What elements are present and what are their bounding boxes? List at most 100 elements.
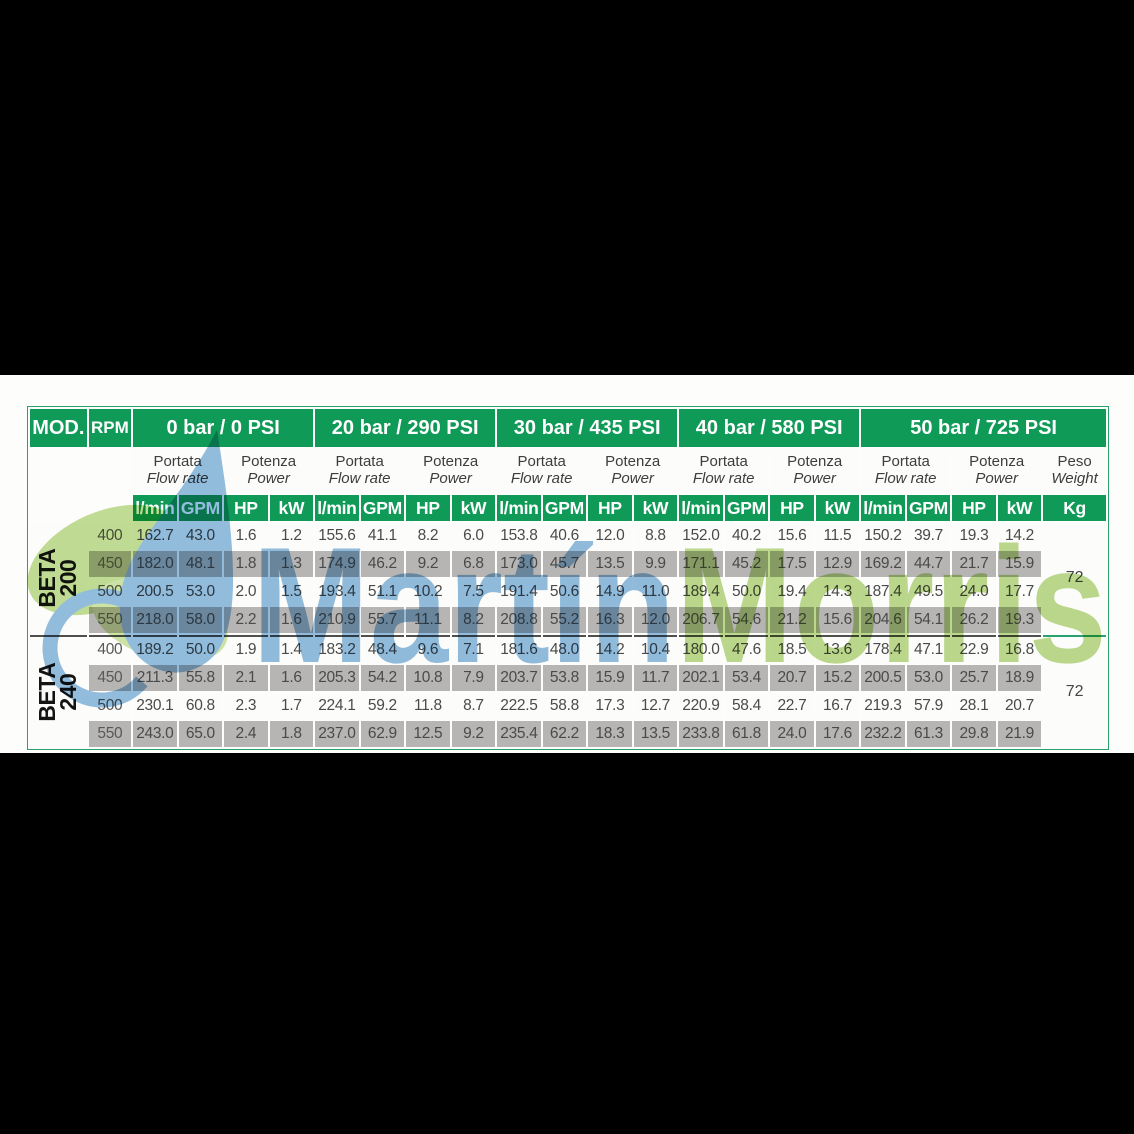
value-cell: 235.4: [497, 721, 541, 747]
value-cell: 10.2: [406, 579, 450, 605]
value-cell: 15.6: [770, 523, 814, 549]
value-cell: 7.5: [451, 579, 496, 605]
rpm-cell: 400: [88, 523, 132, 549]
value-cell: 13.6: [815, 635, 860, 663]
value-cell: 1.4: [269, 635, 314, 663]
table-row: BETA 240 400 189.2 50.0 1.9 1.4 183.2 48.4 9.6 7.1…: [30, 635, 1106, 747]
value-cell: 224.1: [315, 693, 359, 719]
unit-header-cell: kW: [997, 495, 1042, 521]
label-header-row: Portata Flow rate Potenza Power Portata Flo…: [30, 449, 1106, 493]
value-cell: 1.6: [269, 607, 314, 633]
value-cell: 208.8: [497, 607, 541, 633]
value-cell: 17.3: [588, 693, 632, 719]
power-label-20bar: Potenza Power: [406, 449, 496, 493]
unit-header-cell: kW: [451, 495, 496, 521]
table-row: 500 200.5 53.0 2.0 1.5 193.4 51.1 10.2 7.5 191.4 5…: [30, 579, 1106, 605]
value-cell: 58.4: [724, 693, 769, 719]
value-cell: 8.7: [451, 693, 496, 719]
value-cell: 2.4: [224, 721, 268, 747]
table-row: 500 230.1 60.8 2.3 1.7 224.1 59.2 11.8 8.7 222.5 5…: [30, 693, 1106, 719]
pressure-header-0bar: 0 bar / 0 PSI: [133, 409, 314, 447]
value-cell: 206.7: [679, 607, 723, 633]
value-cell: 178.4: [861, 635, 905, 663]
value-cell: 14.3: [815, 579, 860, 605]
value-cell: 19.4: [770, 579, 814, 605]
flow-label-50bar: Portata Flow rate: [861, 449, 951, 493]
value-cell: 2.0: [224, 579, 268, 605]
value-cell: 19.3: [952, 523, 996, 549]
value-cell: 58.0: [178, 607, 223, 633]
value-cell: 222.5: [497, 693, 541, 719]
value-cell: 53.0: [906, 665, 951, 691]
value-cell: 16.7: [815, 693, 860, 719]
unit-header-cell: GPM: [360, 495, 405, 521]
value-cell: 25.7: [952, 665, 996, 691]
value-cell: 6.0: [451, 523, 496, 549]
rpm-cell: 550: [88, 607, 132, 633]
value-cell: 55.2: [542, 607, 587, 633]
value-cell: 218.0: [133, 607, 177, 633]
value-cell: 15.9: [588, 665, 632, 691]
value-cell: 2.3: [224, 693, 268, 719]
model-label: BETA 240: [30, 635, 87, 747]
value-cell: 50.0: [178, 635, 223, 663]
value-cell: 47.1: [906, 635, 951, 663]
value-cell: 233.8: [679, 721, 723, 747]
unit-header-cell: kW: [633, 495, 678, 521]
unit-header-cell: l/min: [679, 495, 723, 521]
value-cell: 17.5: [770, 551, 814, 577]
value-cell: 58.8: [542, 693, 587, 719]
value-cell: 171.1: [679, 551, 723, 577]
mod-header: MOD.: [30, 409, 87, 447]
rpm-cell: 550: [88, 721, 132, 747]
value-cell: 48.0: [542, 635, 587, 663]
value-cell: 24.0: [770, 721, 814, 747]
value-cell: 14.2: [588, 635, 632, 663]
unit-header-cell: kW: [269, 495, 314, 521]
value-cell: 14.9: [588, 579, 632, 605]
value-cell: 8.2: [451, 607, 496, 633]
value-cell: 169.2: [861, 551, 905, 577]
value-cell: 21.7: [952, 551, 996, 577]
unit-header-cell: HP: [224, 495, 268, 521]
value-cell: 65.0: [178, 721, 223, 747]
value-cell: 16.8: [997, 635, 1042, 663]
value-cell: 13.5: [633, 721, 678, 747]
unit-header-cell: l/min: [133, 495, 177, 521]
value-cell: 232.2: [861, 721, 905, 747]
value-cell: 193.4: [315, 579, 359, 605]
value-cell: 1.3: [269, 551, 314, 577]
value-cell: 1.9: [224, 635, 268, 663]
value-cell: 162.7: [133, 523, 177, 549]
value-cell: 61.3: [906, 721, 951, 747]
value-cell: 16.3: [588, 607, 632, 633]
value-cell: 24.0: [952, 579, 996, 605]
value-cell: 1.5: [269, 579, 314, 605]
value-cell: 48.4: [360, 635, 405, 663]
value-cell: 19.3: [997, 607, 1042, 633]
unit-header-cell: HP: [952, 495, 996, 521]
value-cell: 173.0: [497, 551, 541, 577]
value-cell: 41.1: [360, 523, 405, 549]
value-cell: 205.3: [315, 665, 359, 691]
value-cell: 50.0: [724, 579, 769, 605]
value-cell: 10.4: [633, 635, 678, 663]
flow-label-30bar: Portata Flow rate: [497, 449, 587, 493]
flow-label-40bar: Portata Flow rate: [679, 449, 769, 493]
value-cell: 11.0: [633, 579, 678, 605]
value-cell: 20.7: [997, 693, 1042, 719]
pressure-header-50bar: 50 bar / 725 PSI: [861, 409, 1106, 447]
value-cell: 11.1: [406, 607, 450, 633]
unit-header-cell: kW: [815, 495, 860, 521]
value-cell: 8.2: [406, 523, 450, 549]
table-row: 550 243.0 65.0 2.4 1.8 237.0 62.9 12.5 9.2 235.4 6…: [30, 721, 1106, 747]
unit-header-cell: HP: [770, 495, 814, 521]
value-cell: 181.6: [497, 635, 541, 663]
value-cell: 22.7: [770, 693, 814, 719]
unit-header-cell: l/min: [497, 495, 541, 521]
value-cell: 183.2: [315, 635, 359, 663]
value-cell: 51.1: [360, 579, 405, 605]
value-cell: 182.0: [133, 551, 177, 577]
value-cell: 180.0: [679, 635, 723, 663]
value-cell: 54.1: [906, 607, 951, 633]
